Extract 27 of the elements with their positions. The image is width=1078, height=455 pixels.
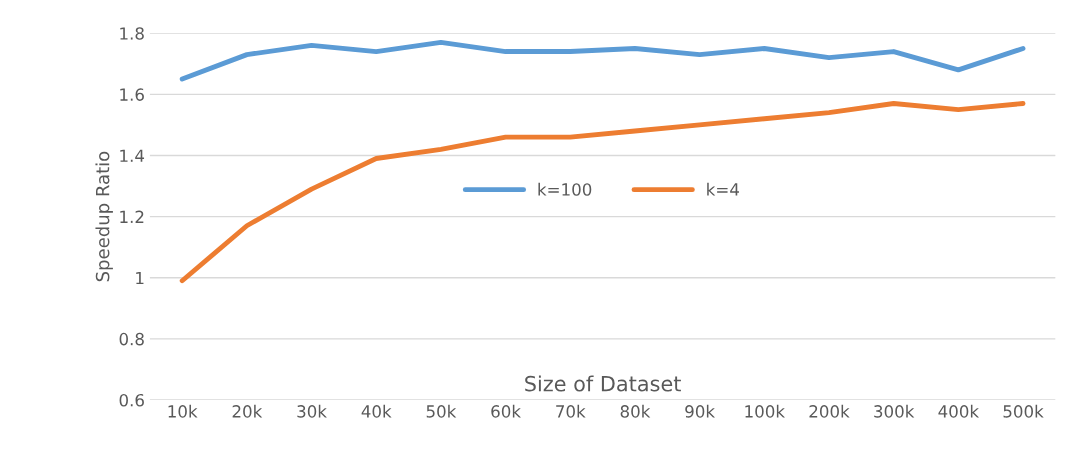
- x-tick-label: 10k: [168, 404, 198, 418]
- y-tick-label: 1.8: [120, 27, 144, 40]
- x-tick-label: 90k: [685, 404, 715, 418]
- x-axis-title: Size of Dataset: [525, 375, 681, 392]
- x-tick-label: 30k: [297, 404, 327, 418]
- line-series: [179, 101, 1026, 284]
- y-tick-label: 1.2: [120, 210, 144, 223]
- y-tick-label: 0.6: [119, 393, 144, 407]
- y-tick-label: 0.8: [119, 332, 144, 346]
- y-tick-label: 1.6: [120, 88, 144, 101]
- x-tick-label: 100k: [745, 404, 785, 418]
- y-axis-title: Speedup Ratio: [95, 151, 113, 282]
- x-tick-label: 400k: [938, 404, 980, 418]
- x-tick-label: 500k: [1003, 404, 1044, 418]
- y-tick-label: 1.4: [120, 149, 145, 162]
- x-tick-label: 40k: [361, 404, 392, 418]
- x-tick-label: 20k: [232, 404, 263, 418]
- x-tick-label: 300k: [874, 404, 915, 418]
- x-tick-label: 200k: [809, 404, 850, 418]
- legend-label: k=100: [538, 182, 592, 196]
- x-tick-label: 50k: [426, 404, 457, 418]
- x-tick-label: 60k: [491, 404, 521, 418]
- x-tick-label: 80k: [620, 404, 651, 418]
- line-series: [179, 39, 1026, 82]
- legend-label: k=4: [707, 182, 739, 196]
- y-tick-label: 1: [136, 271, 144, 285]
- x-tick-label: 70k: [556, 404, 586, 418]
